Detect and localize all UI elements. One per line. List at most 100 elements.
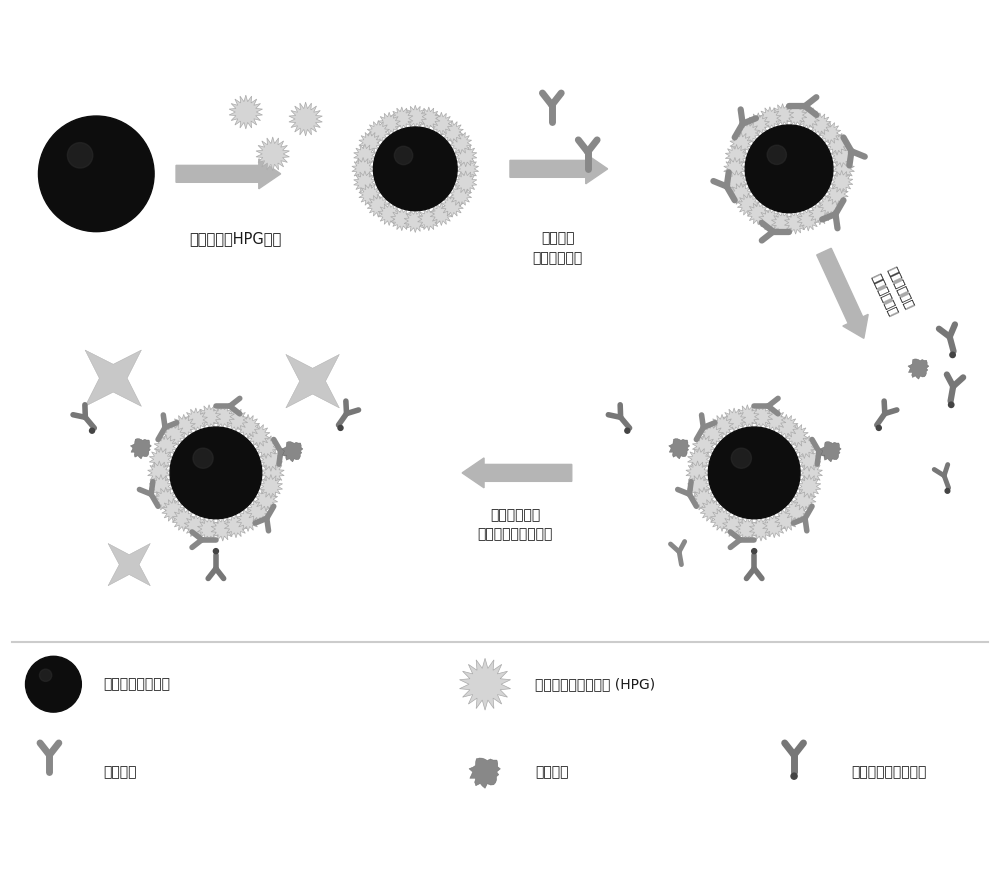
Polygon shape (441, 120, 463, 143)
Polygon shape (359, 183, 381, 206)
Polygon shape (832, 157, 854, 181)
Text: 待测抗原: 待测抗原 (535, 765, 568, 779)
Polygon shape (456, 157, 479, 181)
Circle shape (949, 402, 954, 408)
Polygon shape (820, 442, 841, 462)
Polygon shape (747, 202, 769, 225)
Polygon shape (259, 474, 283, 498)
Polygon shape (798, 474, 821, 498)
Polygon shape (688, 447, 711, 471)
Polygon shape (391, 208, 413, 230)
Polygon shape (826, 182, 848, 205)
Polygon shape (197, 405, 221, 429)
Polygon shape (454, 144, 477, 167)
Polygon shape (736, 517, 759, 541)
Polygon shape (162, 498, 185, 522)
Circle shape (752, 548, 757, 553)
Polygon shape (818, 193, 841, 217)
Polygon shape (692, 435, 716, 458)
Circle shape (170, 427, 262, 519)
Polygon shape (430, 203, 453, 225)
Polygon shape (378, 203, 400, 225)
Polygon shape (771, 211, 794, 234)
Polygon shape (197, 517, 221, 541)
Polygon shape (725, 170, 748, 193)
Circle shape (38, 116, 154, 231)
Polygon shape (449, 131, 472, 155)
Polygon shape (826, 132, 848, 155)
Polygon shape (785, 498, 808, 522)
Polygon shape (236, 415, 260, 438)
Polygon shape (747, 113, 769, 135)
Polygon shape (763, 408, 786, 432)
Polygon shape (818, 121, 841, 144)
Circle shape (394, 147, 413, 165)
Polygon shape (688, 474, 711, 498)
Polygon shape (784, 104, 807, 127)
Polygon shape (793, 435, 816, 458)
Polygon shape (418, 107, 440, 130)
Polygon shape (229, 95, 262, 129)
Polygon shape (404, 106, 426, 128)
Polygon shape (418, 208, 440, 230)
Circle shape (338, 425, 343, 430)
Polygon shape (763, 514, 786, 538)
Polygon shape (354, 171, 376, 194)
Polygon shape (449, 183, 472, 206)
Polygon shape (710, 415, 734, 438)
Polygon shape (430, 113, 453, 135)
Circle shape (791, 773, 797, 780)
Polygon shape (378, 113, 400, 135)
Circle shape (193, 448, 213, 468)
Polygon shape (692, 487, 716, 512)
Polygon shape (759, 208, 781, 231)
Polygon shape (669, 438, 690, 459)
Polygon shape (286, 354, 339, 408)
Text: 磁性分离清洗
加入激发物检测发光: 磁性分离清洗 加入激发物检测发光 (477, 508, 553, 541)
Polygon shape (352, 157, 374, 181)
Polygon shape (154, 487, 177, 512)
Polygon shape (831, 170, 853, 193)
Polygon shape (759, 107, 781, 130)
Polygon shape (236, 507, 260, 532)
Polygon shape (454, 171, 477, 194)
Polygon shape (391, 107, 413, 130)
Polygon shape (256, 137, 289, 171)
Polygon shape (154, 435, 177, 458)
Polygon shape (172, 507, 195, 532)
FancyArrow shape (462, 458, 572, 488)
Polygon shape (809, 113, 831, 135)
Polygon shape (149, 474, 173, 498)
Polygon shape (282, 442, 303, 462)
Polygon shape (247, 423, 270, 447)
Polygon shape (775, 415, 798, 438)
Circle shape (708, 427, 800, 519)
Text: 氨基表面纳米磁珠: 氨基表面纳米磁珠 (103, 677, 170, 691)
Circle shape (90, 428, 95, 433)
Polygon shape (724, 157, 746, 181)
Circle shape (950, 352, 955, 358)
FancyArrow shape (176, 159, 281, 189)
Polygon shape (254, 435, 278, 458)
Polygon shape (785, 423, 808, 447)
Circle shape (67, 142, 93, 168)
Polygon shape (736, 405, 759, 429)
Polygon shape (686, 461, 709, 485)
Circle shape (373, 127, 457, 210)
Polygon shape (775, 507, 798, 532)
Circle shape (625, 428, 630, 433)
Polygon shape (441, 195, 463, 217)
Polygon shape (224, 408, 248, 432)
Polygon shape (254, 487, 278, 512)
Polygon shape (797, 107, 819, 130)
FancyArrow shape (510, 154, 608, 184)
Polygon shape (797, 208, 819, 231)
FancyArrow shape (817, 248, 868, 339)
Polygon shape (224, 514, 248, 538)
Polygon shape (737, 193, 760, 217)
Polygon shape (784, 211, 807, 234)
Polygon shape (460, 658, 511, 710)
Circle shape (945, 489, 950, 493)
Polygon shape (722, 514, 746, 538)
Polygon shape (367, 195, 390, 217)
